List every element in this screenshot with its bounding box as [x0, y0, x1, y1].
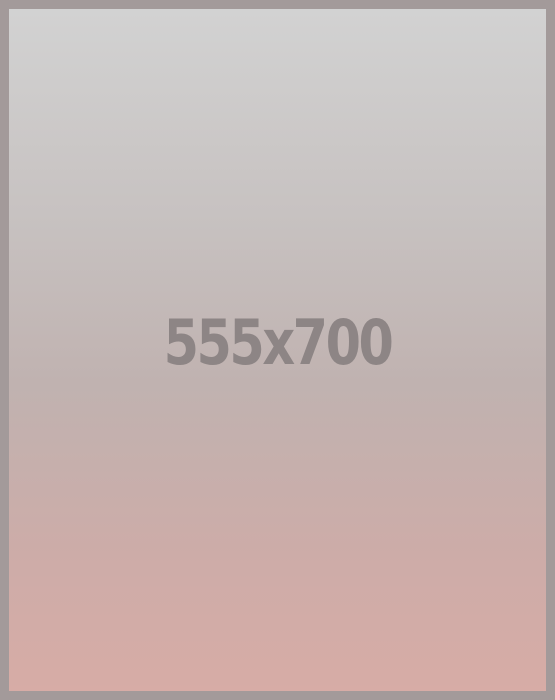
placeholder-panel: [9, 9, 546, 691]
dimensions-label: 555x700: [163, 306, 394, 379]
